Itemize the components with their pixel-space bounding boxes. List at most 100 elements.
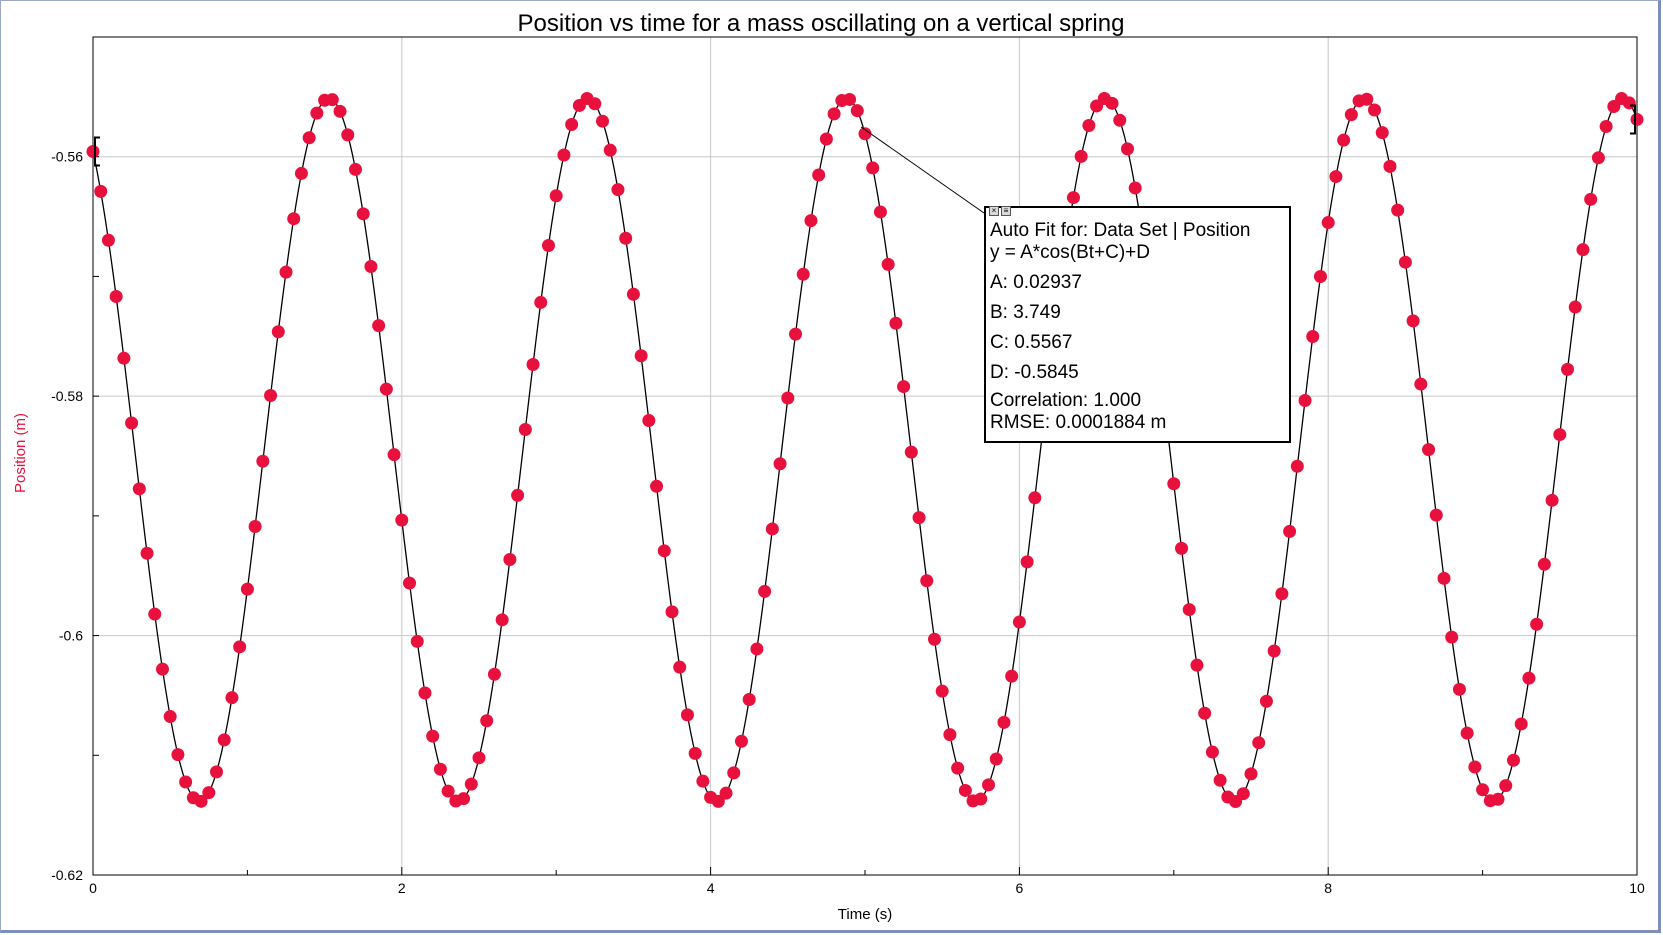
data-point (1476, 783, 1490, 797)
data-point (588, 97, 602, 111)
data-point (256, 454, 270, 468)
data-point (511, 488, 525, 502)
close-icon[interactable]: × (989, 206, 999, 216)
fit-equation: y = A*cos(Bt+C)+D (990, 242, 1150, 263)
data-point (727, 766, 741, 780)
data-point (765, 522, 779, 536)
data-point (1368, 103, 1382, 117)
data-point (943, 728, 957, 742)
data-point (1429, 508, 1443, 522)
data-point (982, 778, 996, 792)
fit-box-leader-line (860, 126, 985, 214)
data-point (742, 692, 756, 706)
data-point (789, 327, 803, 341)
data-point (379, 382, 393, 396)
data-point (1275, 587, 1289, 601)
data-point (1414, 377, 1428, 391)
data-point (1460, 726, 1474, 740)
data-point (1082, 118, 1096, 132)
data-point (487, 667, 501, 681)
data-point (264, 389, 278, 402)
data-point (541, 239, 555, 253)
fit-curve (92, 97, 1638, 803)
data-point (1622, 96, 1636, 110)
data-point (248, 519, 262, 533)
data-point (1499, 779, 1513, 793)
data-point (387, 448, 401, 462)
data-point (480, 714, 494, 728)
data-point (1514, 717, 1528, 731)
data-point (1545, 493, 1559, 507)
fit-correlation: Correlation: 1.000 (990, 390, 1142, 411)
data-point (1105, 96, 1119, 110)
data-point (125, 416, 139, 430)
data-point (611, 183, 625, 197)
data-point (1205, 745, 1219, 759)
data-point (1020, 555, 1034, 569)
fit-rmse: RMSE: 0.0001884 m (990, 412, 1167, 433)
data-point (889, 316, 903, 330)
data-point (989, 752, 1003, 766)
fit-param-c: C: 0.5567 (990, 332, 1073, 353)
data-point (1398, 255, 1412, 269)
data-points (86, 91, 1644, 809)
data-point (881, 257, 895, 271)
data-point (603, 143, 617, 157)
data-point (935, 684, 949, 698)
fit-param-d: D: -0.5845 (990, 362, 1079, 383)
data-point (333, 104, 347, 118)
fit-range-brackets[interactable] (94, 104, 1636, 167)
data-point (958, 783, 972, 797)
data-point (1391, 203, 1405, 217)
data-point (410, 634, 424, 648)
data-point (457, 792, 471, 806)
data-point (1012, 615, 1026, 629)
x-tick-label: 6 (1016, 880, 1024, 896)
data-point (673, 660, 687, 674)
data-point (271, 325, 285, 339)
data-point (117, 351, 131, 365)
data-point (109, 290, 123, 304)
data-point (403, 576, 417, 590)
x-tick-label: 4 (707, 880, 715, 896)
data-point (1537, 557, 1551, 571)
data-point (101, 233, 115, 247)
data-point (827, 107, 841, 121)
data-point (233, 640, 247, 654)
data-point (1360, 92, 1374, 106)
data-point (549, 189, 563, 203)
data-point (279, 265, 293, 279)
data-point (364, 260, 378, 274)
data-point (665, 605, 679, 619)
y-tick-label: -0.56 (51, 149, 83, 165)
data-point (1198, 706, 1212, 720)
fit-param-a: A: 0.02937 (990, 272, 1082, 293)
data-point (1337, 133, 1351, 147)
data-point (94, 184, 108, 198)
data-point (557, 148, 571, 162)
data-point (341, 128, 355, 142)
options-icon[interactable]: ≡ (1001, 206, 1011, 216)
data-point (650, 479, 664, 493)
left-range-bracket (94, 136, 100, 167)
data-point (1074, 149, 1088, 163)
data-point (1630, 112, 1644, 126)
data-point (626, 287, 640, 301)
data-point (310, 106, 324, 120)
x-tick-label: 2 (398, 880, 406, 896)
data-point (194, 794, 208, 808)
data-point (974, 792, 988, 806)
data-point (433, 762, 447, 776)
data-point (472, 751, 486, 765)
data-point (1167, 477, 1181, 491)
data-point (1252, 736, 1266, 750)
data-point (526, 357, 540, 371)
data-point (217, 733, 231, 747)
data-point (634, 349, 648, 363)
data-point (812, 168, 826, 182)
auto-fit-box[interactable]: × ≡ Auto Fit for: Data Set | Position y … (984, 206, 1291, 443)
data-point (1383, 159, 1397, 173)
data-point (441, 784, 455, 798)
data-point (1437, 571, 1451, 585)
